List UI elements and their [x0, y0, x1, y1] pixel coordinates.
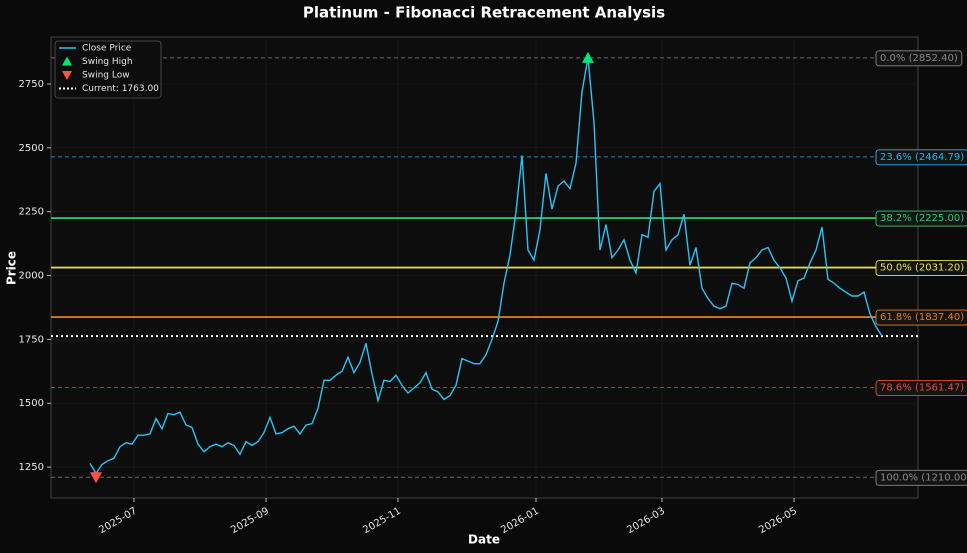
y-tick-label: 2000	[19, 271, 44, 282]
y-tick-label: 2250	[19, 207, 44, 218]
fib-label-text: 0.0% (2852.40)	[880, 53, 958, 64]
fib-label-box	[875, 309, 967, 326]
fib-label-text: 61.8% (1837.40)	[880, 312, 964, 323]
fib-label-box	[875, 50, 963, 67]
fib-label: 0.0% (2852.40)	[875, 50, 963, 67]
legend-label: Swing High	[82, 57, 133, 67]
fib-label: 38.2% (2225.00)	[875, 210, 967, 227]
swing-marker	[90, 472, 102, 484]
fib-label-box	[875, 469, 967, 486]
fib-label-box	[875, 260, 967, 277]
fib-label-box	[875, 149, 967, 166]
y-tick-label: 2500	[19, 143, 44, 154]
fib-label: 50.0% (2031.20)	[875, 260, 967, 277]
fib-label-text: 100.0% (1210.00)	[880, 472, 967, 483]
fib-label-text: 78.6% (1561.47)	[880, 383, 964, 394]
y-tick-label: 1250	[19, 462, 44, 473]
legend: Close Price Swing High Swing Low Current: 1…	[54, 40, 162, 99]
chart-title: Platinum - Fibonacci Retracement Analysi…	[303, 4, 665, 22]
y-tick-label: 1500	[19, 398, 44, 409]
fib-label-box	[875, 210, 967, 227]
legend-label: Swing Low	[82, 71, 130, 81]
close-price-line	[89, 57, 883, 475]
x-axis-label: Date	[468, 533, 500, 547]
legend-swatch	[62, 56, 72, 66]
legend-label: Close Price	[82, 44, 132, 54]
fib-label-text: 50.0% (2031.20)	[880, 263, 964, 274]
fib-label: 61.8% (1837.40)	[875, 309, 967, 326]
fib-label: 23.6% (2464.79)	[875, 149, 967, 166]
fib-label-text: 23.6% (2464.79)	[880, 152, 964, 163]
legend-swatch	[62, 71, 72, 80]
fib-label-box	[875, 380, 967, 396]
fib-label-text: 38.2% (2225.00)	[880, 213, 964, 224]
y-axis-label: Price	[5, 251, 19, 285]
fib-label: 78.6% (1561.47)	[875, 380, 967, 396]
y-tick-label: 1750	[19, 334, 44, 345]
fib-label: 100.0% (1210.00)	[875, 469, 967, 486]
swing-marker	[582, 51, 594, 63]
legend-box	[54, 40, 162, 99]
y-tick-label: 2750	[19, 79, 44, 90]
legend-label: Current: 1763.00	[82, 84, 159, 94]
